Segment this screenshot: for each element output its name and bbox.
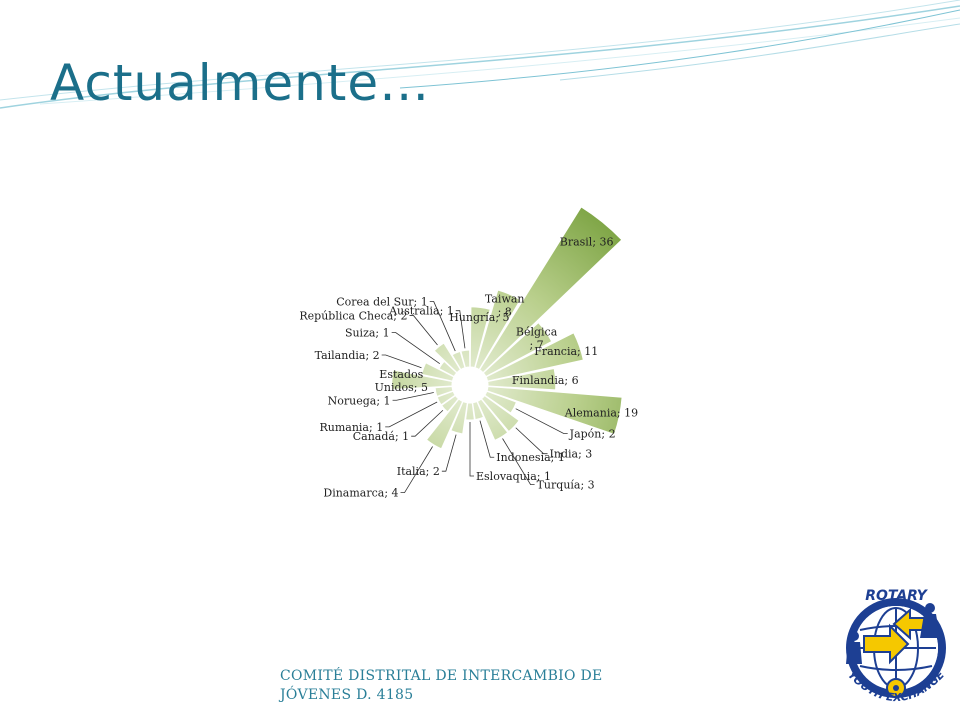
data-label: Japón; 2 — [569, 428, 616, 441]
data-label: Bélgica; 7 — [516, 326, 558, 352]
leader-line — [455, 310, 466, 349]
leader-line — [515, 427, 548, 455]
leader-line — [515, 408, 568, 434]
data-label: Dinamarca; 4 — [323, 487, 398, 500]
data-label: Australia; 1 — [388, 305, 454, 318]
leader-line — [392, 392, 434, 401]
leader-line — [429, 301, 456, 352]
data-label: Finlandia; 6 — [512, 374, 579, 387]
data-label: Tailandia; 2 — [315, 349, 380, 362]
data-label: República Checa; 2 — [299, 310, 407, 323]
pie-slice — [433, 342, 462, 374]
data-label-line: Hungría; 5 — [449, 311, 509, 324]
data-label-line: Canadá; 1 — [353, 430, 409, 443]
pie-slice — [480, 394, 520, 433]
data-label: India; 3 — [550, 448, 593, 461]
data-label: Corea del Sur; 1 — [336, 296, 428, 309]
data-label: Eslovaquia; 1 — [476, 470, 551, 483]
data-label-line: Estados — [379, 368, 423, 381]
data-label-line: India; 3 — [550, 448, 593, 461]
data-label-line: Australia; 1 — [388, 305, 454, 318]
data-label-line: Taiwan — [485, 293, 525, 306]
pie-slice — [476, 398, 509, 441]
pie-slice — [421, 362, 455, 382]
data-label-line: Suiza; 1 — [345, 327, 390, 340]
pie-slice — [485, 332, 584, 382]
leader-line — [400, 446, 433, 494]
pie-slice — [486, 385, 623, 435]
data-label-line: Eslovaquia; 1 — [476, 470, 551, 483]
data-label: Turquía; 3 — [537, 479, 595, 492]
data-label: Francia; 11 — [534, 345, 598, 358]
data-label-line: Finlandia; 6 — [512, 374, 579, 387]
pie-slice — [425, 398, 464, 450]
data-label-line: Bélgica — [516, 326, 558, 339]
pie-slice — [440, 394, 460, 413]
leader-line — [479, 420, 495, 458]
data-label-line: Rumania; 1 — [319, 421, 383, 434]
leader-line — [502, 438, 535, 486]
leader-line — [409, 315, 438, 346]
data-label-line: Corea del Sur; 1 — [336, 296, 428, 309]
rotary-youth-exchange-logo: ROTARY YOUTH EXCHANGE — [845, 588, 947, 704]
pie-slice — [436, 390, 456, 406]
data-label: Canadá; 1 — [353, 430, 409, 443]
data-label-line: Noruega; 1 — [328, 394, 391, 407]
pie-slice — [438, 360, 458, 378]
data-label: Indonesia; 1 — [496, 451, 565, 464]
data-label: Estados Unidos; 5 — [375, 368, 428, 394]
pie-slice — [487, 367, 557, 391]
leader-line — [385, 401, 438, 428]
pie-slice — [482, 321, 553, 378]
pie-slice — [469, 306, 491, 369]
pie-slice — [474, 289, 522, 371]
data-label-line: ; 7 — [529, 339, 543, 352]
data-label: Brasil; 36 — [560, 236, 614, 249]
leader-line — [441, 434, 457, 472]
data-label-line: Brasil; 36 — [560, 236, 614, 249]
data-label-line: Francia; 11 — [534, 345, 598, 358]
pie-slice — [451, 350, 466, 371]
data-label: Rumania; 1 — [319, 421, 383, 434]
data-label: Taiwan; 8 — [485, 293, 525, 319]
data-label-line: Tailandia; 2 — [315, 349, 380, 362]
pie-slice — [478, 206, 623, 374]
data-label-line: Alemania; 19 — [564, 406, 638, 419]
data-label: Hungría; 5 — [449, 311, 509, 324]
data-label-line: Italia; 2 — [397, 465, 440, 478]
data-label-line: Dinamarca; 4 — [323, 487, 398, 500]
leader-line — [411, 409, 444, 437]
leader-line — [469, 422, 474, 477]
data-label: Italia; 2 — [397, 465, 440, 478]
data-label-line: Japón; 2 — [569, 428, 616, 441]
data-label: Alemania; 19 — [564, 406, 638, 419]
data-label-line: Turquía; 3 — [537, 479, 595, 492]
data-label-line: ; 8 — [498, 306, 512, 319]
data-label-line: Unidos; 5 — [375, 381, 428, 394]
leader-line — [391, 332, 441, 364]
pie-slice — [465, 402, 475, 421]
data-label-line: República Checa; 2 — [299, 310, 407, 323]
data-label: Noruega; 1 — [328, 394, 391, 407]
data-label-line: Indonesia; 1 — [496, 451, 565, 464]
slide-title: Actualmente… — [50, 54, 431, 112]
pie-slice — [460, 349, 471, 369]
pie-slice — [450, 400, 468, 435]
pie-slice — [434, 385, 454, 397]
logo-top-text: ROTARY — [865, 588, 928, 604]
pie-slice — [484, 390, 518, 414]
pie-slice — [391, 369, 453, 390]
footer-text: COMITÉ DISTRITAL DE INTERCAMBIO DE JÓVEN… — [280, 668, 603, 703]
pie-slice — [472, 400, 485, 421]
title-swoosh-decoration — [0, 0, 960, 109]
data-label: Suiza; 1 — [345, 327, 390, 340]
leader-line — [381, 354, 422, 369]
